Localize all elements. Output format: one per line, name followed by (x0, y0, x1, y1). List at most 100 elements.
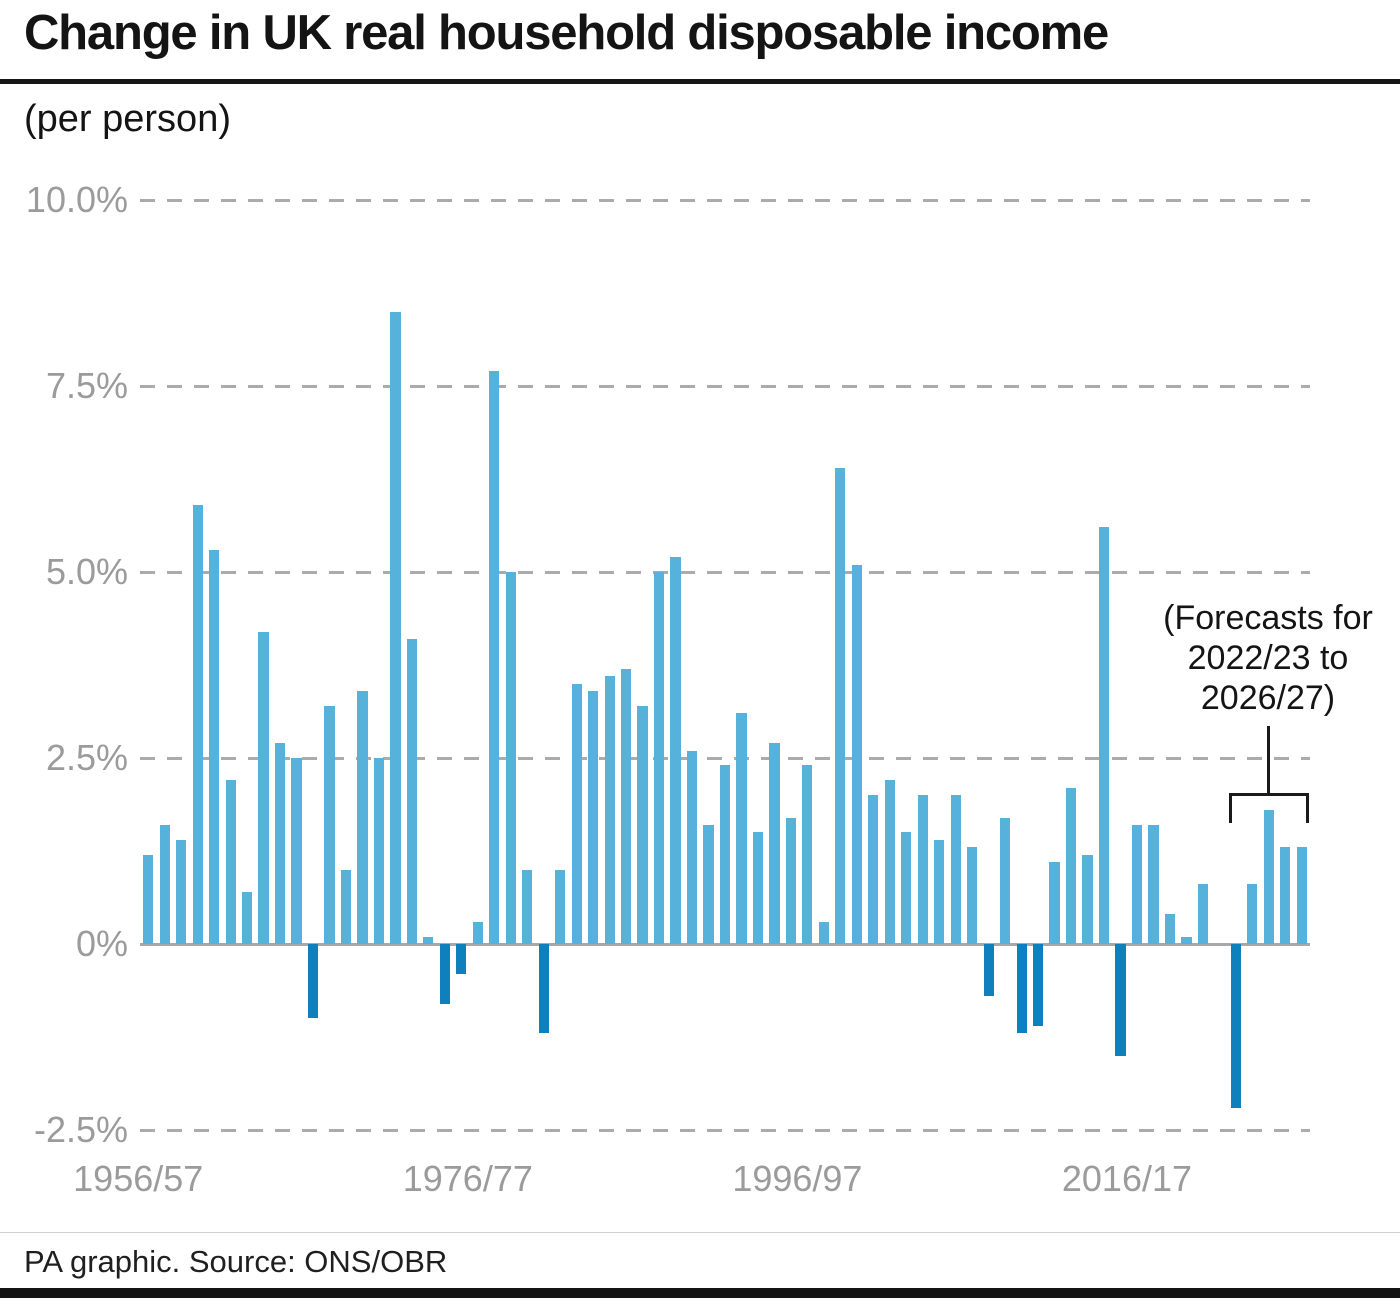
forecast-bracket-left-tick (1228, 793, 1232, 823)
bar-1960/61 (209, 549, 220, 944)
bar-2024/25 (1263, 810, 1274, 944)
gridline-10.0% (140, 198, 1310, 202)
forecast-annotation-connector (1267, 726, 1271, 793)
bar-1979/80 (522, 869, 533, 944)
bar-2001/02 (884, 780, 895, 944)
page-title: Change in UK real household disposable i… (24, 6, 1109, 60)
gridline-7.5% (140, 384, 1310, 388)
forecast-annotation-line3: 2026/27) (1200, 679, 1336, 717)
bar-2014/15 (1098, 527, 1110, 944)
bar-2005/06 (950, 795, 961, 944)
bar-2026/27 (1296, 847, 1307, 944)
bar-1980/81 (538, 944, 549, 1034)
bar-2015/16 (1115, 944, 1126, 1056)
forecast-annotation-line1: (Forecasts for (1163, 599, 1373, 637)
bar-2009/10 (1016, 944, 1027, 1034)
bar-2008/09 (1000, 817, 1011, 944)
y-axis-label--2.5%: -2.5% (33, 1109, 128, 1150)
bar-1964/65 (274, 743, 286, 944)
bar-1986/87 (637, 705, 648, 944)
x-axis-label-1996/97: 1996/97 (732, 1158, 863, 1199)
bar-2011/12 (1049, 862, 1060, 944)
forecast-bracket-right-tick (1305, 793, 1309, 823)
bar-2000/01 (868, 795, 879, 944)
bar-1969/70 (357, 691, 368, 944)
bar-1981/82 (555, 869, 566, 944)
bar-2002/03 (901, 832, 912, 944)
bar-2004/05 (934, 839, 945, 944)
bar-1958/59 (176, 839, 187, 944)
zero-baseline (140, 942, 1310, 946)
bar-1992/93 (736, 713, 747, 944)
bar-1990/91 (703, 824, 714, 944)
bar-1988/89 (670, 557, 681, 944)
bar-2007/08 (983, 944, 994, 997)
bar-1959/60 (192, 505, 203, 944)
bar-1994/95 (769, 743, 780, 944)
bar-1977/78 (489, 371, 500, 944)
bar-1967/68 (324, 705, 335, 944)
x-axis-label-2016/17: 2016/17 (1061, 1158, 1193, 1199)
bar-2019/20 (1181, 936, 1192, 944)
page-subtitle: (per person) (24, 98, 231, 140)
bar-1970/71 (373, 758, 385, 944)
bar-1998/99 (835, 467, 846, 944)
bar-1983/84 (588, 691, 599, 944)
y-axis-label-10.0%: 10.0% (25, 179, 128, 220)
bar-1995/96 (785, 817, 796, 944)
x-axis-label-1976/77: 1976/77 (402, 1158, 533, 1199)
source-credit: PA graphic. Source: ONS/OBR (24, 1244, 448, 1279)
bar-1984/85 (604, 676, 615, 944)
bar-1971/72 (390, 311, 401, 944)
x-axis-label-1956/57: 1956/57 (73, 1158, 204, 1199)
bar-1973/74 (423, 936, 434, 944)
bottom-rule (0, 1288, 1400, 1298)
bar-1956/57 (143, 854, 154, 944)
gridline-2.5% (140, 756, 1310, 760)
bar-2020/21 (1197, 884, 1208, 944)
bar-1962/63 (242, 891, 253, 944)
bar-1993/94 (752, 832, 764, 944)
y-axis-label-5.0%: 5.0% (45, 551, 128, 592)
bar-2025/26 (1280, 847, 1291, 944)
forecast-annotation: (Forecasts for 2022/23 to 2026/27) (1138, 598, 1398, 718)
title-divider (0, 79, 1400, 84)
y-axis-label-0%: 0% (75, 923, 128, 964)
bar-2010/11 (1032, 944, 1044, 1026)
bar-2003/04 (917, 795, 928, 944)
bar-1966/67 (307, 944, 319, 1019)
forecast-bracket-top (1228, 793, 1309, 796)
bar-1972/73 (406, 638, 417, 944)
bar-1991/92 (719, 765, 731, 944)
bar-1997/98 (818, 921, 829, 944)
y-axis-label-7.5%: 7.5% (45, 365, 128, 406)
bar-1978/79 (505, 572, 516, 944)
bar-1987/88 (653, 572, 665, 944)
bar-1999/00 (851, 564, 862, 944)
bar-2023/24 (1247, 884, 1258, 944)
gridline-5.0% (140, 570, 1310, 574)
bar-1996/97 (802, 765, 813, 944)
bar-1985/86 (621, 668, 632, 944)
bar-1982/83 (571, 683, 582, 944)
bar-1963/64 (258, 631, 269, 944)
bar-2016/17 (1131, 824, 1143, 944)
bar-2012/13 (1065, 787, 1077, 944)
bar-1975/76 (456, 944, 467, 974)
bar-2017/18 (1148, 824, 1159, 944)
bar-1965/66 (291, 758, 302, 944)
bar-2006/07 (967, 847, 978, 944)
bar-1968/69 (340, 869, 352, 944)
bar-1961/62 (225, 780, 236, 944)
y-axis-label-2.5%: 2.5% (45, 737, 128, 778)
bar-1989/90 (686, 750, 698, 944)
footer-divider (0, 1232, 1400, 1233)
bar-2022/23 (1230, 944, 1241, 1108)
bar-1974/75 (439, 944, 450, 1004)
bar-2018/19 (1164, 914, 1176, 944)
bar-1957/58 (159, 824, 170, 944)
gridline--2.5% (140, 1128, 1310, 1132)
forecast-annotation-line2: 2022/23 to (1187, 639, 1349, 677)
bar-1976/77 (472, 921, 483, 944)
